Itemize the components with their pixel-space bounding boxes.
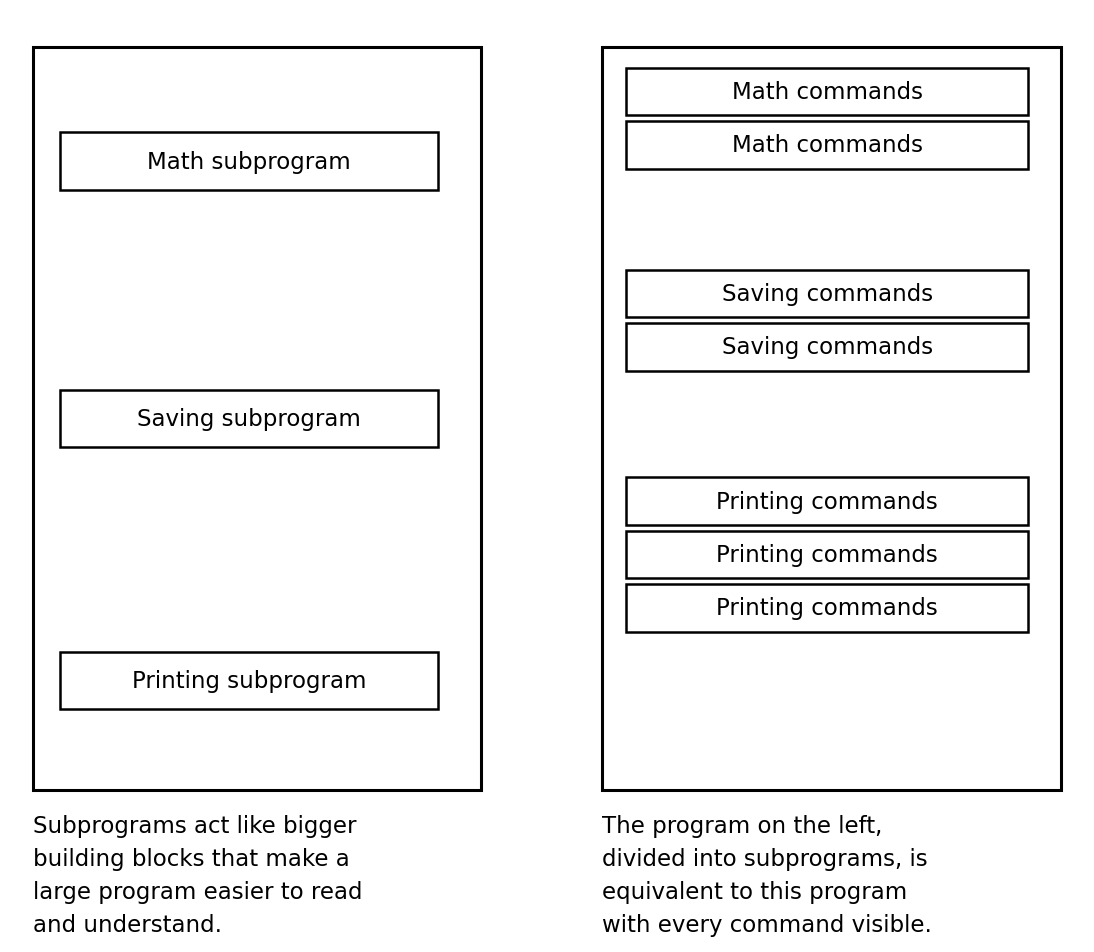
Text: The program on the left,
divided into subprograms, is
equivalent to this program: The program on the left, divided into su…	[602, 814, 932, 936]
Bar	[626, 585, 1028, 632]
Bar	[33, 48, 481, 790]
Text: Math subprogram: Math subprogram	[147, 150, 351, 173]
Text: Subprograms act like bigger
building blocks that make a
large program easier to : Subprograms act like bigger building blo…	[33, 814, 362, 936]
Text: Saving commands: Saving commands	[722, 336, 932, 359]
Text: Math commands: Math commands	[732, 81, 922, 104]
Bar	[626, 122, 1028, 169]
Bar	[626, 531, 1028, 579]
Text: Saving subprogram: Saving subprogram	[137, 407, 361, 430]
Bar	[626, 324, 1028, 371]
Text: Saving commands: Saving commands	[722, 283, 932, 306]
Bar	[626, 478, 1028, 526]
Text: Printing subprogram: Printing subprogram	[131, 669, 366, 692]
Text: Printing commands: Printing commands	[717, 544, 938, 566]
Bar	[602, 48, 1061, 790]
Bar	[626, 270, 1028, 318]
Text: Printing commands: Printing commands	[717, 490, 938, 513]
Text: Math commands: Math commands	[732, 134, 922, 157]
Bar	[60, 390, 438, 447]
Bar	[60, 652, 438, 709]
Bar	[626, 69, 1028, 116]
Bar	[60, 133, 438, 190]
Text: Printing commands: Printing commands	[717, 597, 938, 620]
